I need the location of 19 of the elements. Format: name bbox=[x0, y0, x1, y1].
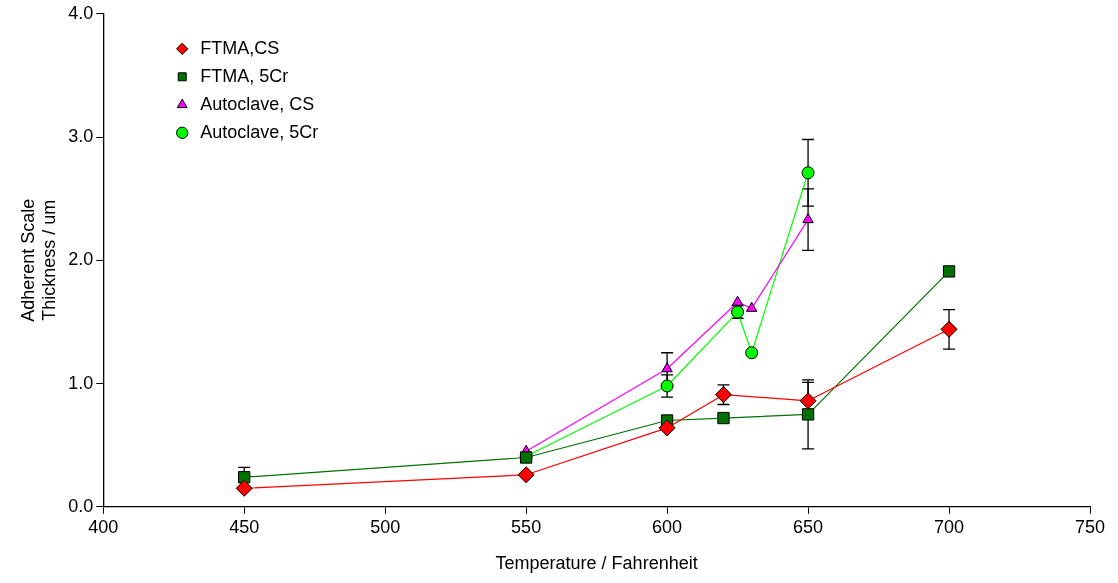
x-tick-label: 450 bbox=[229, 516, 260, 537]
y-tick-label: 1.0 bbox=[68, 372, 94, 393]
x-tick-label: 650 bbox=[793, 516, 824, 537]
x-tick-label: 750 bbox=[1074, 516, 1106, 537]
y-tick-label: 3.0 bbox=[68, 126, 94, 147]
x-tick-label: 700 bbox=[934, 516, 965, 537]
x-tick-label: 600 bbox=[652, 516, 683, 537]
y-tick-label: 2.0 bbox=[68, 249, 94, 270]
x-tick-label: 500 bbox=[370, 516, 401, 537]
legend-label: FTMA,CS bbox=[200, 37, 280, 58]
y-tick-label: 4.0 bbox=[68, 2, 94, 23]
x-axis-title: Temperature / Fahrenheit bbox=[495, 553, 698, 574]
y-tick-label: 0.0 bbox=[68, 495, 94, 516]
x-tick-label: 400 bbox=[88, 516, 119, 537]
legend-label: Autoclave, 5Cr bbox=[200, 121, 319, 142]
x-tick-label: 550 bbox=[511, 516, 542, 537]
legend-label: Autoclave, CS bbox=[200, 93, 315, 114]
legend-label: FTMA, 5Cr bbox=[200, 65, 289, 86]
y-axis-title: Adherent Scale Thickness / um bbox=[17, 198, 60, 322]
